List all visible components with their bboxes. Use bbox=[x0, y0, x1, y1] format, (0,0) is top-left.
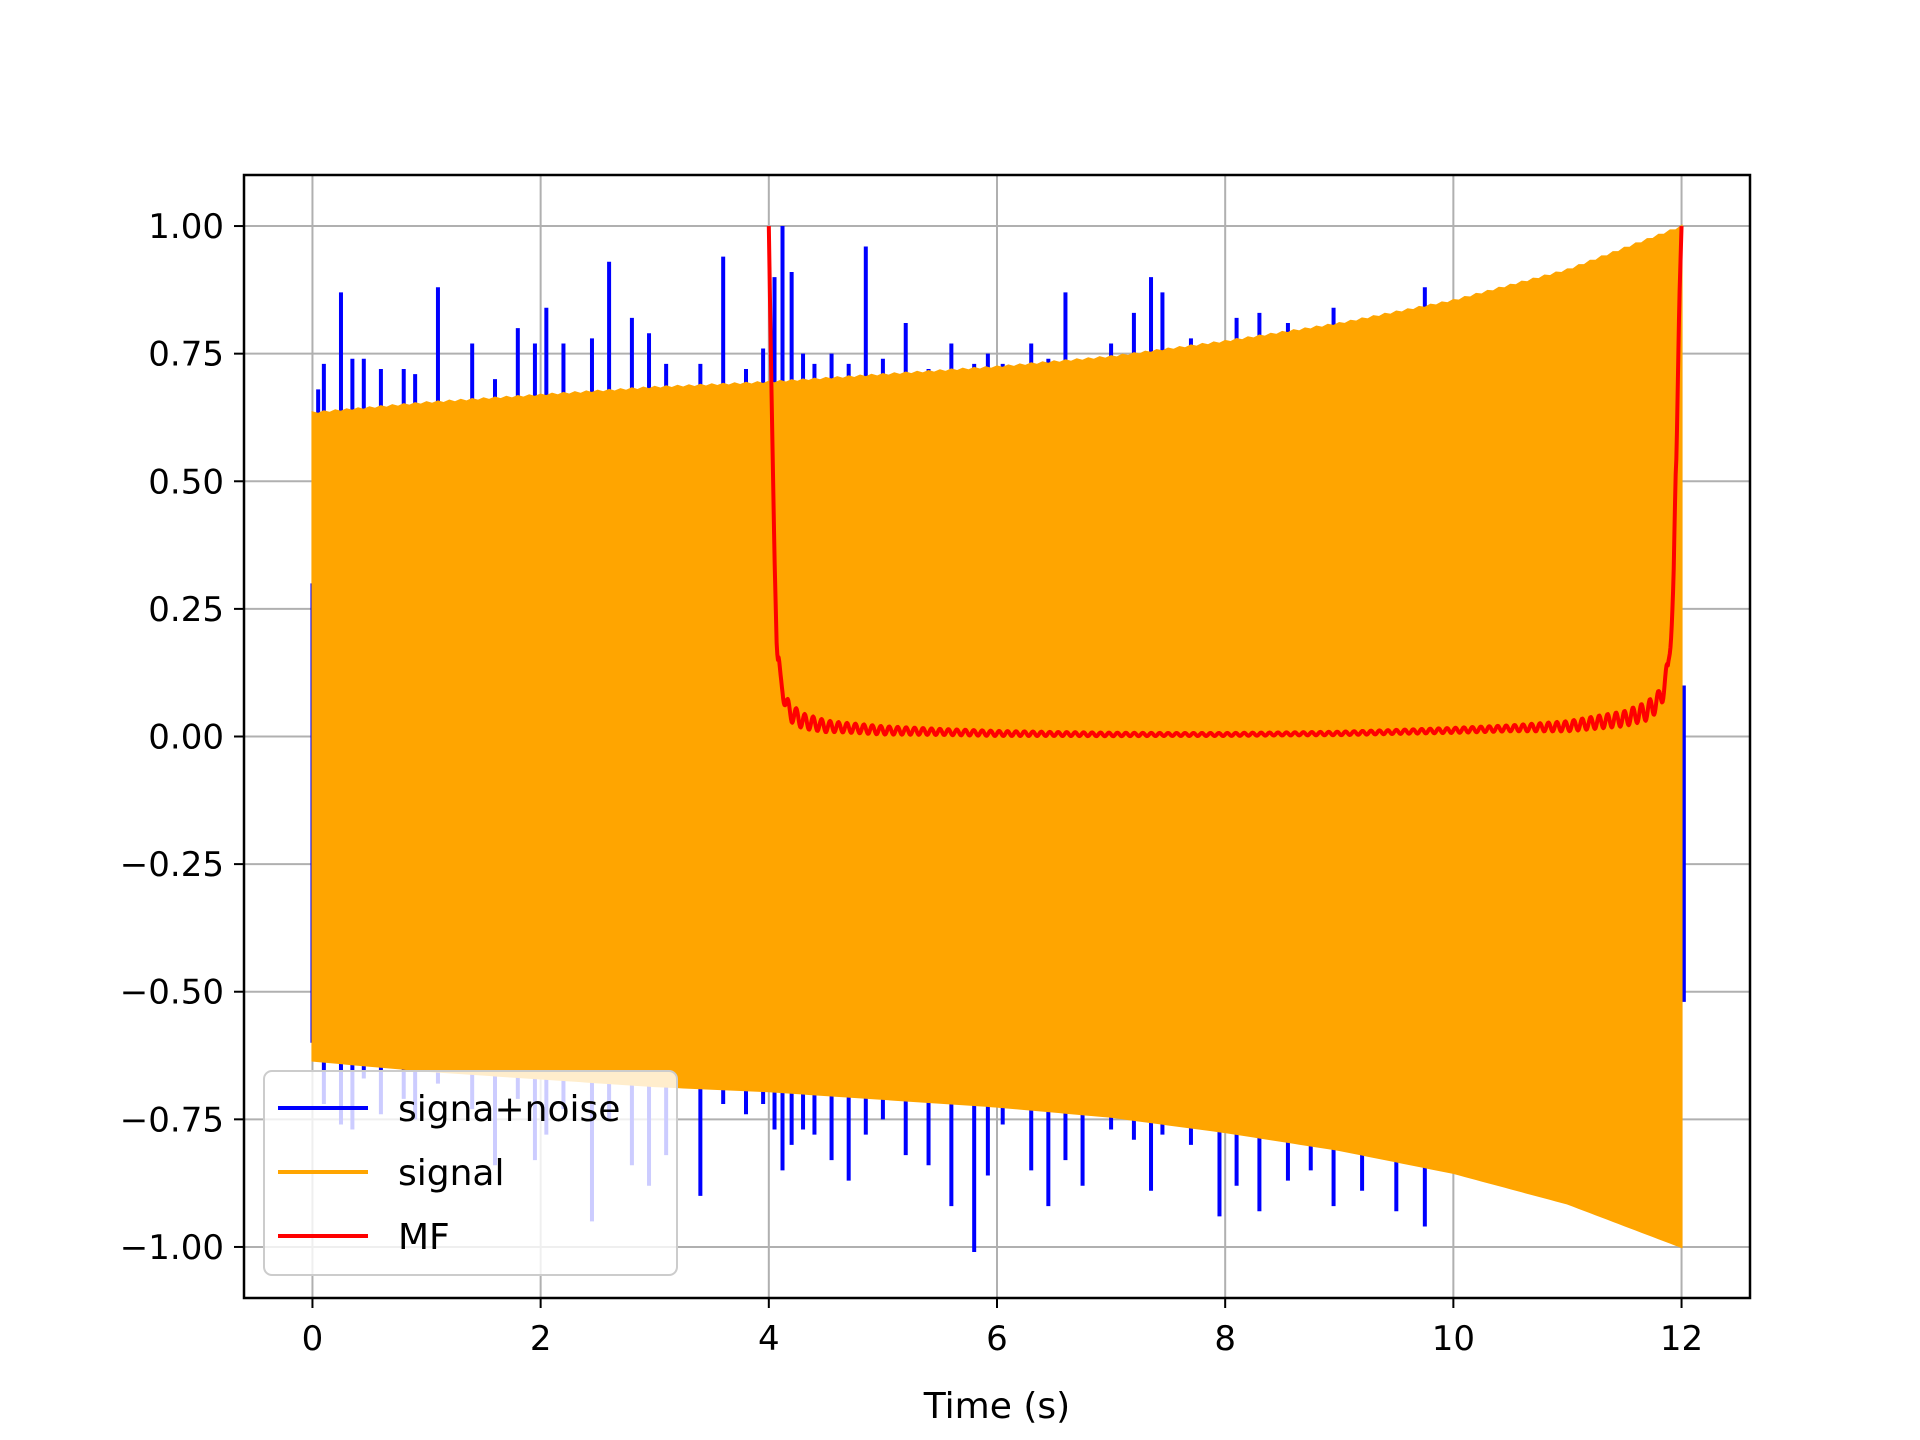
y-tick-label: −0.75 bbox=[120, 1100, 224, 1140]
legend-label-mf: MF bbox=[398, 1217, 450, 1258]
y-tick-label: 0.50 bbox=[148, 462, 224, 502]
x-axis-title: Time (s) bbox=[923, 1386, 1070, 1427]
x-tick-label: 6 bbox=[986, 1319, 1008, 1359]
y-tick-label: 0.25 bbox=[148, 590, 224, 630]
y-tick-label: 0.75 bbox=[148, 335, 224, 375]
x-tick-label: 8 bbox=[1214, 1319, 1236, 1359]
legend-label-signal-noise: signa+noise bbox=[398, 1089, 620, 1130]
axis-ticks: 0 2 4 6 8 10 12 1.00 0.75 0.50 0.25 0.00 −0.25 −0.50 −… bbox=[120, 207, 1703, 1359]
y-tick-label: 0.00 bbox=[148, 718, 224, 758]
x-tick-label: 10 bbox=[1432, 1319, 1475, 1359]
x-tick-label: 4 bbox=[758, 1319, 780, 1359]
x-tick-label: 0 bbox=[302, 1319, 324, 1359]
y-tick-label: 1.00 bbox=[148, 207, 224, 247]
legend-box bbox=[263, 1070, 678, 1276]
x-tick-label: 12 bbox=[1660, 1319, 1703, 1359]
series-layer bbox=[310, 224, 1686, 1253]
x-tick-label: 2 bbox=[530, 1319, 552, 1359]
y-tick-label: −0.50 bbox=[120, 973, 224, 1013]
legend-label-signal: signal bbox=[398, 1153, 505, 1194]
mf-line bbox=[766, 225, 1684, 739]
y-tick-label: −0.25 bbox=[120, 845, 224, 885]
legend: signa+noise signal MF bbox=[263, 1070, 678, 1276]
y-tick-label: −1.00 bbox=[120, 1228, 224, 1268]
